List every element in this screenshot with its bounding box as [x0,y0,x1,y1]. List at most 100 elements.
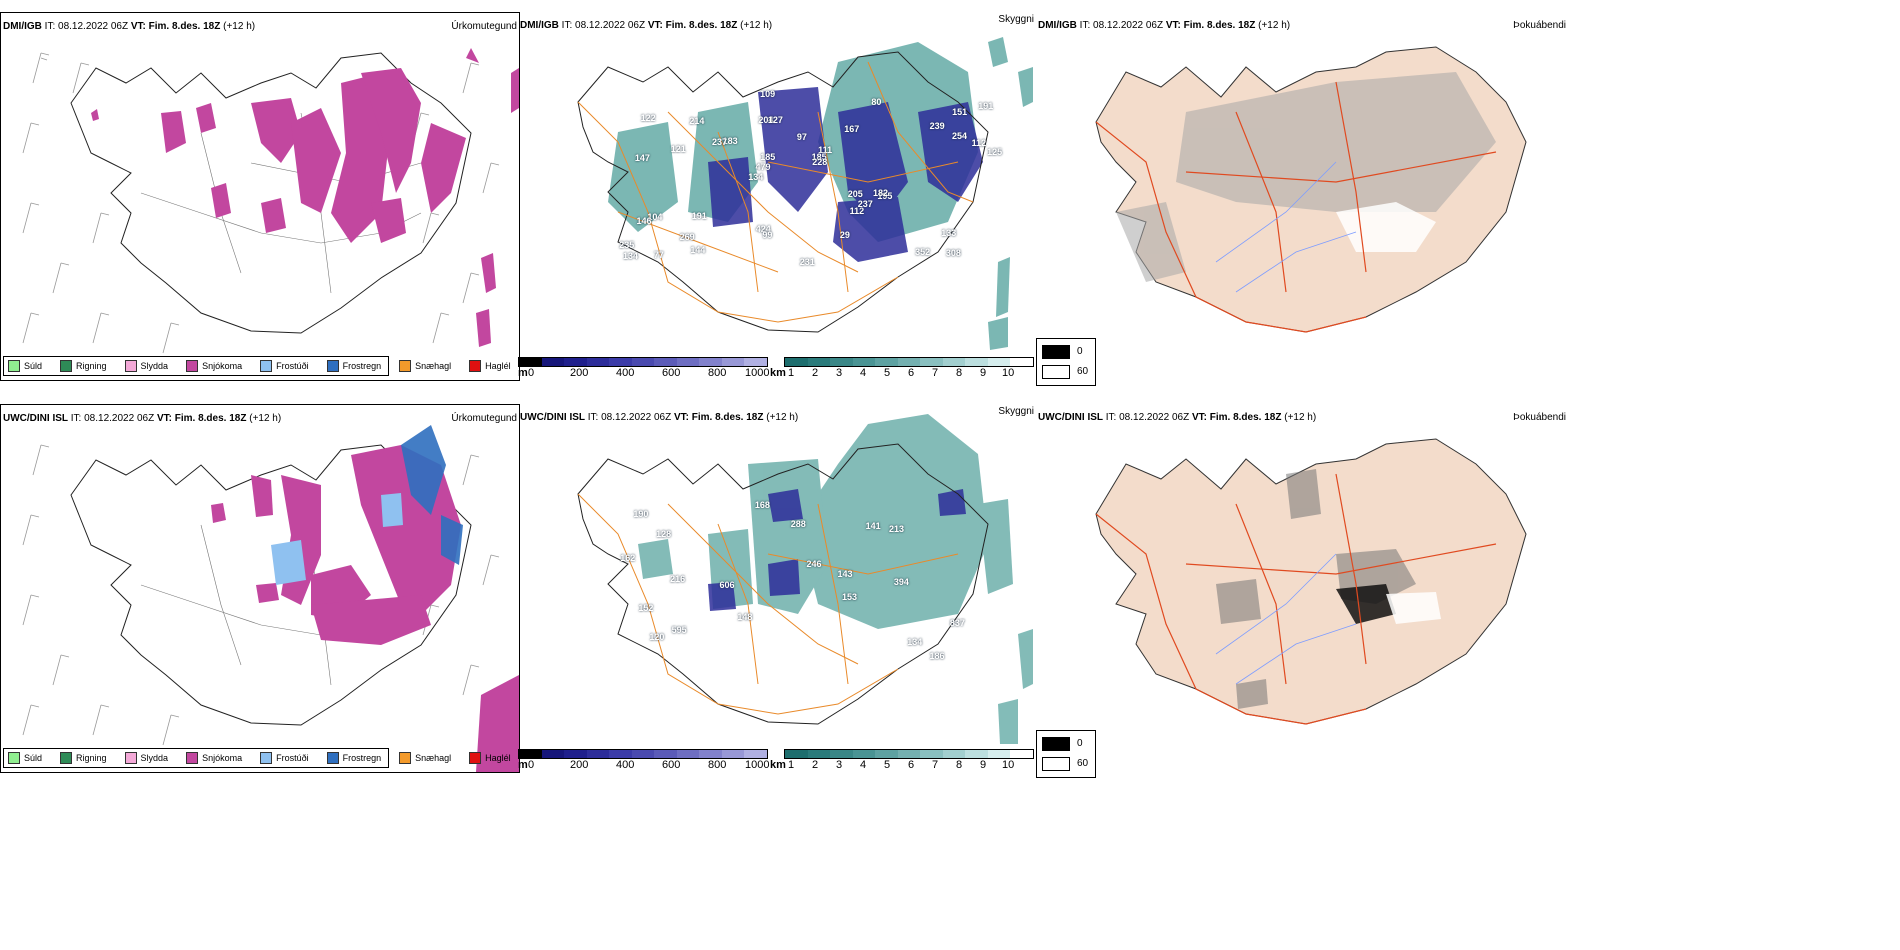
visibility-panel-row1: DMI/IGB IT: 08.12.2022 06Z VT: Fim. 8.de… [518,12,1036,379]
fog-legend: 0 60 [1036,338,1096,386]
visibility-value: 231 [799,257,815,268]
visibility-value: 394 [893,576,909,587]
legend-item: Súld [8,752,42,764]
precip-legend: Súld Rigning Slydda Snjókoma Frostúði Fr… [3,356,511,376]
iceland-outline [577,443,989,725]
tick: 3 [836,759,843,771]
visibility-value: 143 [837,569,853,580]
iceland-outline [70,52,472,334]
visibility-value: 214 [689,115,705,126]
legend-item: Snjókoma [186,752,242,764]
tick: 10 [1002,759,1015,771]
m-scale-unit: m [518,759,528,771]
tick: 3 [836,367,843,379]
visibility-value: 190 [633,508,649,519]
roads [1095,473,1497,725]
legend-item: Snæhagl [399,360,451,372]
visibility-value: 127 [767,115,783,126]
visibility-value: 288 [790,519,806,530]
tick: 0 [528,759,535,771]
legend-item: Frostregn [326,360,381,372]
legend-item: Frostúði [260,360,309,372]
fog-legend-light-label: 60 [1077,366,1089,377]
visibility-value: 133 [941,227,957,238]
precip-type-panel-row1: DMI/IGB IT: 08.12.2022 06Z VT: Fim. 8.de… [0,12,520,381]
iceland-outline [70,444,472,726]
tick: 800 [708,759,727,771]
visibility-value: 146 [636,215,652,226]
tick: 4 [860,367,867,379]
visibility-value: 109 [760,89,776,100]
fog-legend: 0 60 [1036,730,1096,778]
legend-item: Haglél [469,360,511,372]
fog-legend-dark-swatch [1042,345,1070,359]
visibility-value: 29 [839,229,850,240]
wind-barbs [22,444,500,746]
tick: 5 [884,367,891,379]
visibility-value: 134 [622,251,638,262]
visibility-value: 134 [748,172,764,183]
visibility-value: 308 [945,247,961,258]
legend-item: Frostregn [326,752,381,764]
visibility-value: 185 [760,152,776,163]
panel-label-fog: Þokuábendi [1513,412,1566,423]
tick: 200 [570,759,589,771]
km-colorbar [784,749,1034,759]
glacier [1386,592,1441,624]
visibility-value: 80 [871,96,882,107]
visibility-value: 246 [806,559,822,570]
panel-title: DMI/IGB IT: 08.12.2022 06Z VT: Fim. 8.de… [520,20,773,31]
roads [577,61,974,323]
tick: 5 [884,759,891,771]
tick: 200 [570,367,589,379]
visibility-value: 128 [656,529,672,540]
visibility-value: 837 [949,617,965,628]
visibility-value: 111 [818,145,833,156]
legend-item: Rigning [60,360,107,372]
tick: 800 [708,367,727,379]
visibility-value: 151 [952,107,968,118]
tick: 4 [860,759,867,771]
visibility-blue-areas [708,489,966,611]
visibility-value: 144 [690,245,706,256]
tick: 400 [616,759,635,771]
precip-map-row1 [22,48,519,354]
visibility-value: 121 [670,143,686,154]
visibility-value: 352 [915,247,931,258]
fog-panel-row2: UWC/DINI ISL IT: 08.12.2022 06Z VT: Fim.… [1036,404,1596,778]
fog-legend-light-label: 60 [1077,758,1089,769]
precip-map-row2 [22,425,519,772]
visibility-value: 183 [722,136,738,146]
rivers [1215,161,1357,293]
roads [577,493,959,715]
snow-patches [91,48,519,347]
rivers [1215,553,1357,685]
visibility-value: 77 [653,250,664,261]
tick: 1 [788,759,795,771]
tick: 8 [956,759,963,771]
m-colorbar [518,357,768,367]
precip-type-panel-row2: UWC/DINI ISL IT: 08.12.2022 06Z VT: Fim.… [0,404,520,773]
visibility-value: 168 [754,499,770,510]
fog-legend-dark-label: 0 [1077,346,1083,357]
visibility-value: 120 [649,632,665,643]
tick: 9 [980,759,987,771]
visibility-value: 269 [679,232,695,243]
visibility-blue-areas [708,87,983,262]
visibility-value: 152 [638,603,654,614]
roads [1095,81,1497,333]
tick: 9 [980,367,987,379]
visibility-value: 148 [737,611,753,622]
legend-item: Súld [8,360,42,372]
iceland-outline [577,51,989,333]
visibility-value: 112 [849,205,865,216]
visibility-value: 153 [841,592,857,603]
visibility-value: 205 [847,189,863,200]
tick: 2 [812,367,819,379]
visibility-value: 125 [987,147,1003,158]
visibility-value: 195 [877,190,893,201]
tick: 2 [812,759,819,771]
visibility-value: 204 [758,114,774,125]
visibility-value: 424 [755,223,771,234]
visibility-value: 237 [711,137,727,148]
